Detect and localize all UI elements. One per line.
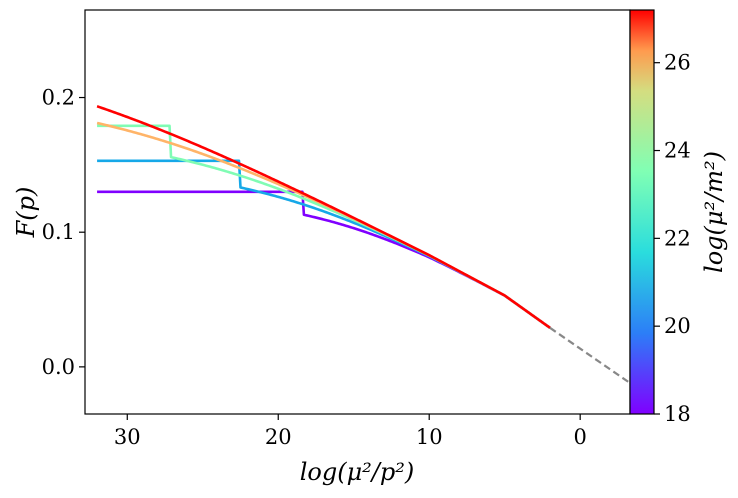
x-axis-label: log(μ²/p²) bbox=[300, 458, 415, 486]
colorbar-tick-label: 22 bbox=[664, 226, 691, 250]
colorbar-tick-label: 24 bbox=[664, 139, 691, 163]
series-line-3 bbox=[97, 124, 551, 329]
colorbar-tick-label: 18 bbox=[664, 402, 691, 426]
y-tick-label: 0.2 bbox=[42, 86, 75, 110]
colorbar-ticks: 18 20 22 24 26 bbox=[654, 51, 691, 426]
plot-area bbox=[96, 105, 631, 384]
y-tick-label: 0.1 bbox=[42, 220, 75, 244]
y-axis-ticks: 0.0 0.1 0.2 bbox=[42, 86, 85, 379]
y-tick-label: 0.0 bbox=[42, 355, 75, 379]
x-tick-label: 20 bbox=[265, 425, 292, 449]
asymptote-dashed-line bbox=[549, 326, 631, 384]
colorbar-tick-label: 26 bbox=[664, 51, 691, 75]
series-line-2 bbox=[96, 121, 551, 329]
colorbar-tick-label: 20 bbox=[664, 314, 691, 338]
series-line-1 bbox=[96, 105, 551, 329]
colorbar-label: log(μ²/m²) bbox=[700, 151, 728, 273]
x-axis-ticks: 30 20 10 0 bbox=[114, 414, 587, 449]
plot-frame bbox=[84, 9, 631, 415]
x-tick-label: 30 bbox=[114, 425, 141, 449]
series-line-4 bbox=[97, 159, 551, 329]
x-tick-label: 10 bbox=[416, 425, 443, 449]
y-axis-label: F(p) bbox=[12, 187, 40, 239]
colorbar bbox=[629, 9, 655, 415]
x-tick-label: 0 bbox=[573, 425, 586, 449]
